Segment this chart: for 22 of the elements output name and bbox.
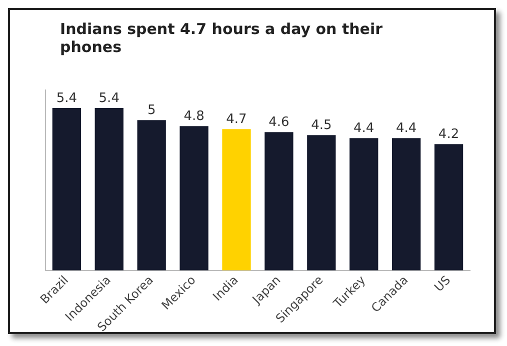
bar (52, 108, 82, 270)
bar (137, 120, 166, 270)
data-label: 4.6 (268, 114, 290, 130)
bar (94, 108, 124, 270)
data-label: 5.4 (56, 90, 78, 106)
bar (222, 129, 251, 270)
data-label: 4.2 (438, 126, 460, 142)
data-label: 5.4 (98, 90, 120, 106)
bar (350, 138, 378, 270)
data-label: 4.4 (396, 120, 417, 136)
data-label: 4.5 (311, 118, 332, 133)
bar (180, 126, 208, 270)
bar (392, 138, 421, 270)
bar (434, 144, 464, 270)
data-label: 5 (147, 102, 156, 118)
x-tick-label: US (432, 272, 454, 294)
data-label: 4.8 (184, 108, 204, 124)
data-label: 4.7 (226, 112, 247, 127)
data-label: 4.4 (354, 120, 374, 136)
bar (264, 132, 294, 270)
bar (307, 135, 336, 270)
chart-title: Indians spent 4.7 hours a day on their phones (60, 20, 384, 56)
